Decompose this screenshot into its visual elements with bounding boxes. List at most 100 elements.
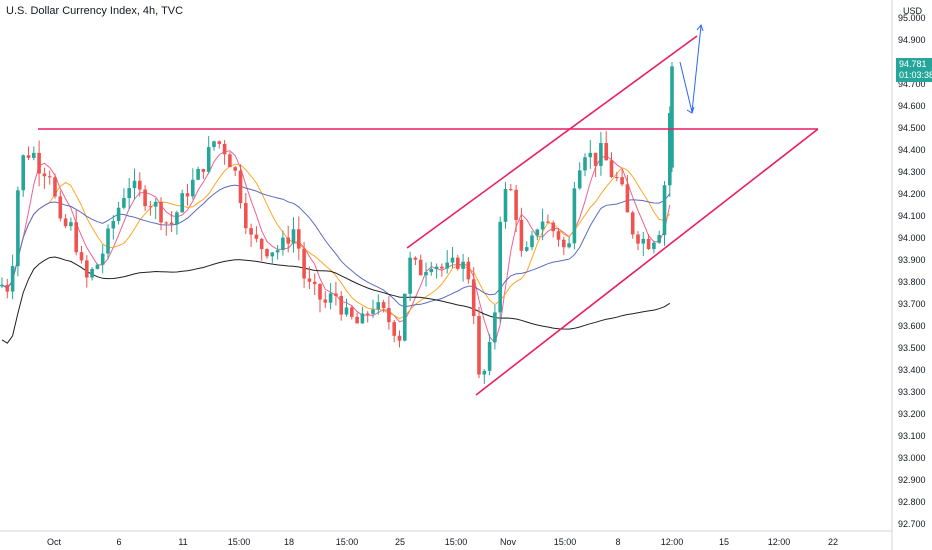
last-price-value: 94.781: [899, 59, 927, 69]
candle-body: [524, 247, 529, 251]
candle-body: [270, 252, 275, 257]
last-candle-body: [670, 66, 674, 168]
time-tick-label: Oct: [47, 537, 62, 547]
price-tick-label: 93.900: [898, 255, 926, 265]
candle-body: [387, 308, 391, 323]
candle-body: [450, 257, 455, 263]
channel-upper-line: [406, 35, 698, 249]
time-tick-label: 15:00: [445, 537, 468, 547]
channel-lower-line: [475, 128, 819, 396]
price-tick-label: 94.600: [898, 101, 926, 111]
candle-body: [21, 155, 25, 191]
candle-body: [196, 168, 200, 180]
candle-body: [429, 268, 434, 273]
candle-body: [106, 228, 110, 254]
time-tick-label: 15:00: [554, 537, 577, 547]
candle-body: [466, 261, 471, 280]
candle-body: [440, 266, 444, 269]
price-tick-label: 93.700: [898, 299, 926, 309]
price-tick-label: 94.300: [898, 167, 926, 177]
price-tick-label: 94.100: [898, 211, 926, 221]
candle-body: [100, 253, 105, 265]
price-tick-label: 93.100: [898, 431, 926, 441]
time-tick-label: Nov: [500, 537, 517, 547]
last-price-tag: 94.781 01:03:38: [896, 58, 932, 82]
bar-countdown: 01:03:38: [899, 70, 932, 80]
ma-long: [1, 256, 671, 344]
candle-body: [408, 257, 412, 294]
candle-body: [47, 176, 52, 178]
projection-arrow: [679, 25, 702, 113]
candle-body: [615, 176, 619, 178]
price-tick-label: 93.400: [898, 365, 926, 375]
candle-body: [493, 312, 497, 343]
candle-body: [69, 222, 73, 227]
candle-body: [344, 307, 349, 315]
candle-body: [217, 141, 222, 144]
candle-body: [662, 185, 667, 236]
candle-body: [228, 154, 232, 168]
candle-body: [85, 260, 89, 278]
price-tick-label: 93.500: [898, 343, 926, 353]
price-tick-label: 92.700: [898, 519, 926, 529]
candle-body: [456, 257, 460, 269]
candle-body: [471, 279, 476, 317]
candle-body: [206, 147, 211, 172]
time-tick-label: 18: [284, 537, 294, 547]
price-axis: 95.00094.90094.80094.70094.60094.50094.4…: [891, 0, 926, 550]
candle-body: [588, 152, 593, 158]
candle-body: [397, 335, 402, 341]
candle-body: [291, 229, 296, 244]
candle-body: [339, 295, 343, 315]
candle-body: [403, 293, 407, 341]
candle-body: [546, 221, 550, 223]
price-tick-label: 93.000: [898, 453, 926, 463]
chart-title: U.S. Dollar Currency Index, 4h, TVC: [6, 5, 184, 17]
candle-body: [509, 189, 513, 191]
candle-body: [116, 207, 121, 222]
candle-body: [95, 264, 100, 269]
candle-body: [551, 222, 555, 232]
candle-body: [286, 237, 290, 244]
candle-body: [477, 316, 481, 375]
projection-arrowhead: [696, 23, 704, 32]
candle-body: [79, 252, 84, 261]
price-tick-label: 95.000: [898, 13, 926, 23]
candle-body: [609, 160, 614, 177]
candle-body: [169, 222, 174, 225]
candle-body: [535, 229, 540, 236]
candle-body: [413, 257, 418, 260]
candle-body: [498, 221, 502, 313]
candle-body: [461, 261, 465, 269]
candle-body: [355, 316, 359, 324]
price-tick-label: 94.000: [898, 233, 926, 243]
candle-body: [445, 262, 449, 269]
candle-body: [668, 113, 672, 186]
time-tick-label: 6: [116, 537, 121, 547]
candle-body: [519, 219, 524, 251]
candle-body: [26, 155, 31, 158]
candle-body: [328, 293, 333, 303]
candle-body: [175, 212, 179, 225]
candle-body: [132, 180, 137, 189]
trend-drawings: [38, 23, 819, 396]
candle-body: [360, 313, 365, 324]
candle-body: [424, 272, 428, 276]
candle-body: [577, 170, 582, 189]
candle-body: [233, 167, 237, 171]
candle-body: [620, 177, 624, 185]
currency-label: USD: [902, 6, 922, 16]
candle-body: [381, 302, 386, 309]
price-tick-label: 93.300: [898, 387, 926, 397]
candle-body: [90, 268, 94, 278]
candle-body: [259, 238, 264, 250]
candle-body: [265, 249, 269, 257]
candles: [0, 62, 674, 384]
candle-body: [122, 198, 126, 208]
candle-body: [392, 322, 396, 336]
candle-body: [514, 189, 518, 220]
candle-body: [350, 307, 354, 317]
candle-body: [599, 143, 603, 166]
time-axis: Oct 6 11 15:00 18 15:00 25 15:00 Nov 15:00 8 12:00 1…: [0, 530, 892, 547]
